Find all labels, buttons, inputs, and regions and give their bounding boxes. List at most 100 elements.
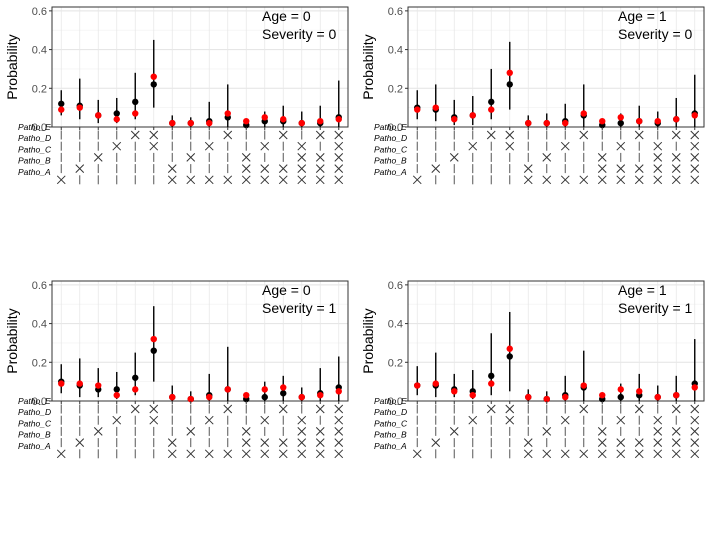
predicted-point [617, 114, 624, 121]
panel-2: 0.0 0.2 0.4 0.6 Probability Age = 1 Severity =… [360, 6, 705, 185]
pattern-row-label: Patho_B [374, 156, 407, 166]
y-tick-label: 0.6 [388, 280, 403, 292]
pattern-x-mark [523, 175, 533, 185]
pattern-x-mark [616, 438, 626, 447]
pattern-x-mark [186, 427, 196, 436]
pattern-x-mark [130, 404, 140, 414]
pattern-x-mark [334, 164, 344, 173]
pattern-x-mark [690, 164, 700, 173]
pattern-x-mark [297, 449, 307, 459]
pattern-x-mark [112, 141, 122, 151]
pattern-x-mark [278, 175, 288, 185]
pattern-x-mark [167, 164, 177, 173]
predicted-point [95, 382, 102, 389]
y-tick-label: 0.4 [32, 319, 47, 331]
pattern-x-mark [542, 449, 552, 459]
predicted-point [432, 380, 439, 387]
observed-point [132, 374, 139, 381]
panel-annotation: Age = 0 [262, 282, 311, 298]
pattern-x-mark [241, 449, 251, 459]
y-tick-label: 0.2 [388, 83, 403, 95]
pattern-x-mark [204, 175, 214, 185]
pattern-x-mark [671, 130, 681, 140]
pattern-x-mark [167, 438, 177, 447]
observed-point [617, 393, 624, 401]
pattern-x-mark [186, 175, 196, 185]
pattern-x-mark [542, 427, 552, 436]
panel-background [52, 281, 348, 401]
pattern-x-mark [297, 427, 307, 436]
pattern-x-mark [241, 427, 251, 436]
pattern-x-mark [523, 449, 533, 459]
predicted-point [469, 112, 476, 119]
observed-point [617, 119, 624, 127]
y-tick-label: 0.6 [32, 280, 47, 292]
predicted-point [469, 391, 476, 399]
pattern-x-mark [112, 415, 122, 425]
pattern-x-mark [597, 438, 607, 447]
panel-background [52, 7, 348, 127]
panel-border [407, 6, 705, 128]
pattern-x-mark [75, 164, 85, 173]
pattern-x-mark [334, 415, 344, 425]
pattern-x-mark [241, 438, 251, 447]
pattern-x-mark [579, 130, 589, 140]
pattern-x-mark [486, 130, 496, 140]
pattern-x-mark [56, 175, 66, 185]
pattern-row-label: Patho_D [18, 133, 51, 143]
predicted-point [599, 117, 606, 125]
y-tick-label: 0.4 [32, 45, 47, 57]
y-tick-label: 0.2 [32, 357, 47, 369]
observed-point [280, 390, 287, 397]
predicted-point [317, 117, 324, 125]
pattern-x-mark [597, 164, 607, 173]
observed-point [113, 110, 120, 117]
pattern-x-mark [690, 449, 700, 459]
pattern-x-mark [671, 164, 681, 173]
pattern-x-mark [315, 427, 325, 436]
y-tick-label: 0.6 [388, 6, 403, 18]
y-axis-title: Probability [4, 34, 20, 99]
predicted-point [150, 73, 157, 80]
pattern-row-label: Patho_B [18, 156, 51, 166]
predicted-point [654, 393, 661, 401]
pattern-x-mark [241, 175, 251, 185]
predicted-point [206, 393, 213, 401]
predicted-point [488, 106, 495, 113]
y-tick-label: 0.0 [32, 122, 47, 134]
y-tick-label: 0.0 [388, 122, 403, 134]
pattern-x-mark [616, 164, 626, 173]
panel-annotation: Severity = 1 [262, 300, 337, 316]
pattern-x-mark [260, 141, 270, 151]
pattern-x-mark [431, 164, 441, 173]
panel-background [408, 281, 704, 401]
pattern-x-mark [260, 164, 270, 173]
predicted-point [525, 393, 532, 401]
predicted-point [636, 117, 643, 125]
predicted-point [132, 386, 139, 393]
predicted-point [95, 112, 102, 119]
panel-annotation: Severity = 1 [618, 300, 693, 316]
pattern-x-mark [560, 141, 570, 151]
predicted-point [691, 112, 698, 119]
pattern-row-label: Patho_C [18, 418, 52, 428]
predicted-point [76, 380, 83, 387]
pattern-x-mark [260, 449, 270, 459]
predicted-point [58, 380, 65, 387]
predicted-point [432, 104, 439, 111]
pattern-x-mark [671, 427, 681, 436]
pattern-row-label: Patho_A [18, 441, 51, 451]
predicted-point [280, 116, 287, 123]
panel-border [407, 280, 705, 402]
predicted-point [506, 69, 513, 77]
pattern-x-mark [690, 427, 700, 436]
pattern-x-mark [690, 415, 700, 425]
pattern-row-label: Patho_D [374, 133, 407, 143]
pattern-x-mark [449, 153, 459, 162]
pattern-row-label: Patho_E [374, 396, 407, 406]
pattern-x-mark [278, 164, 288, 173]
pattern-x-mark [297, 438, 307, 447]
predicted-point [562, 119, 569, 127]
predicted-point [113, 116, 120, 123]
